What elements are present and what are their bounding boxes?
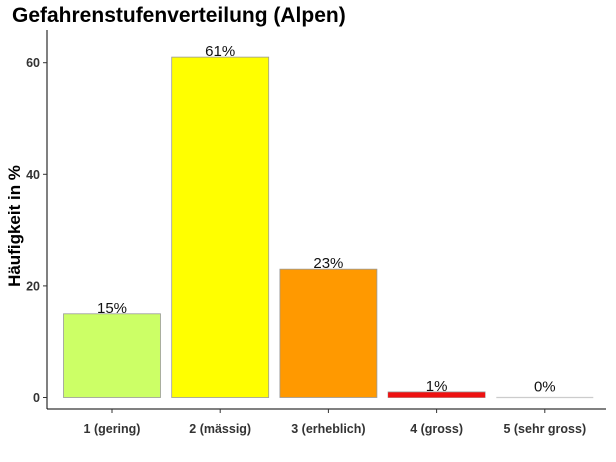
data-labels: 15% 61% 23% 1% 0%	[97, 43, 556, 395]
x-tick-label: 2 (mässig)	[189, 422, 251, 436]
x-tick-label: 5 (sehr gross)	[503, 422, 586, 436]
bar	[171, 56, 270, 398]
data-label: 1%	[426, 378, 448, 395]
data-label: 0%	[534, 379, 556, 396]
y-tick-label: 20	[26, 279, 40, 293]
x-tick-label: 3 (erheblich)	[291, 422, 365, 436]
data-label: 23%	[313, 255, 343, 272]
y-axis-title: Häufigkeit in %	[5, 165, 24, 287]
axes	[46, 30, 606, 410]
bar	[388, 392, 486, 398]
y-tick-label: 40	[26, 168, 40, 182]
bar	[63, 313, 161, 398]
x-tick-label: 4 (gross)	[410, 422, 463, 436]
y-tick-label: 0	[33, 391, 40, 405]
data-label: 15%	[97, 300, 127, 317]
x-ticks: 1 (gering) 2 (mässig) 3 (erheblich) 4 (gros…	[84, 409, 586, 436]
y-tick-label: 60	[26, 56, 40, 70]
bar	[279, 268, 378, 398]
data-label: 61%	[205, 43, 235, 60]
bars	[63, 56, 594, 399]
chart-title: Gefahrenstufenverteilung (Alpen)	[12, 4, 346, 27]
x-tick-label: 1 (gering)	[84, 422, 141, 436]
y-ticks: 0 20 40 60	[26, 56, 47, 405]
